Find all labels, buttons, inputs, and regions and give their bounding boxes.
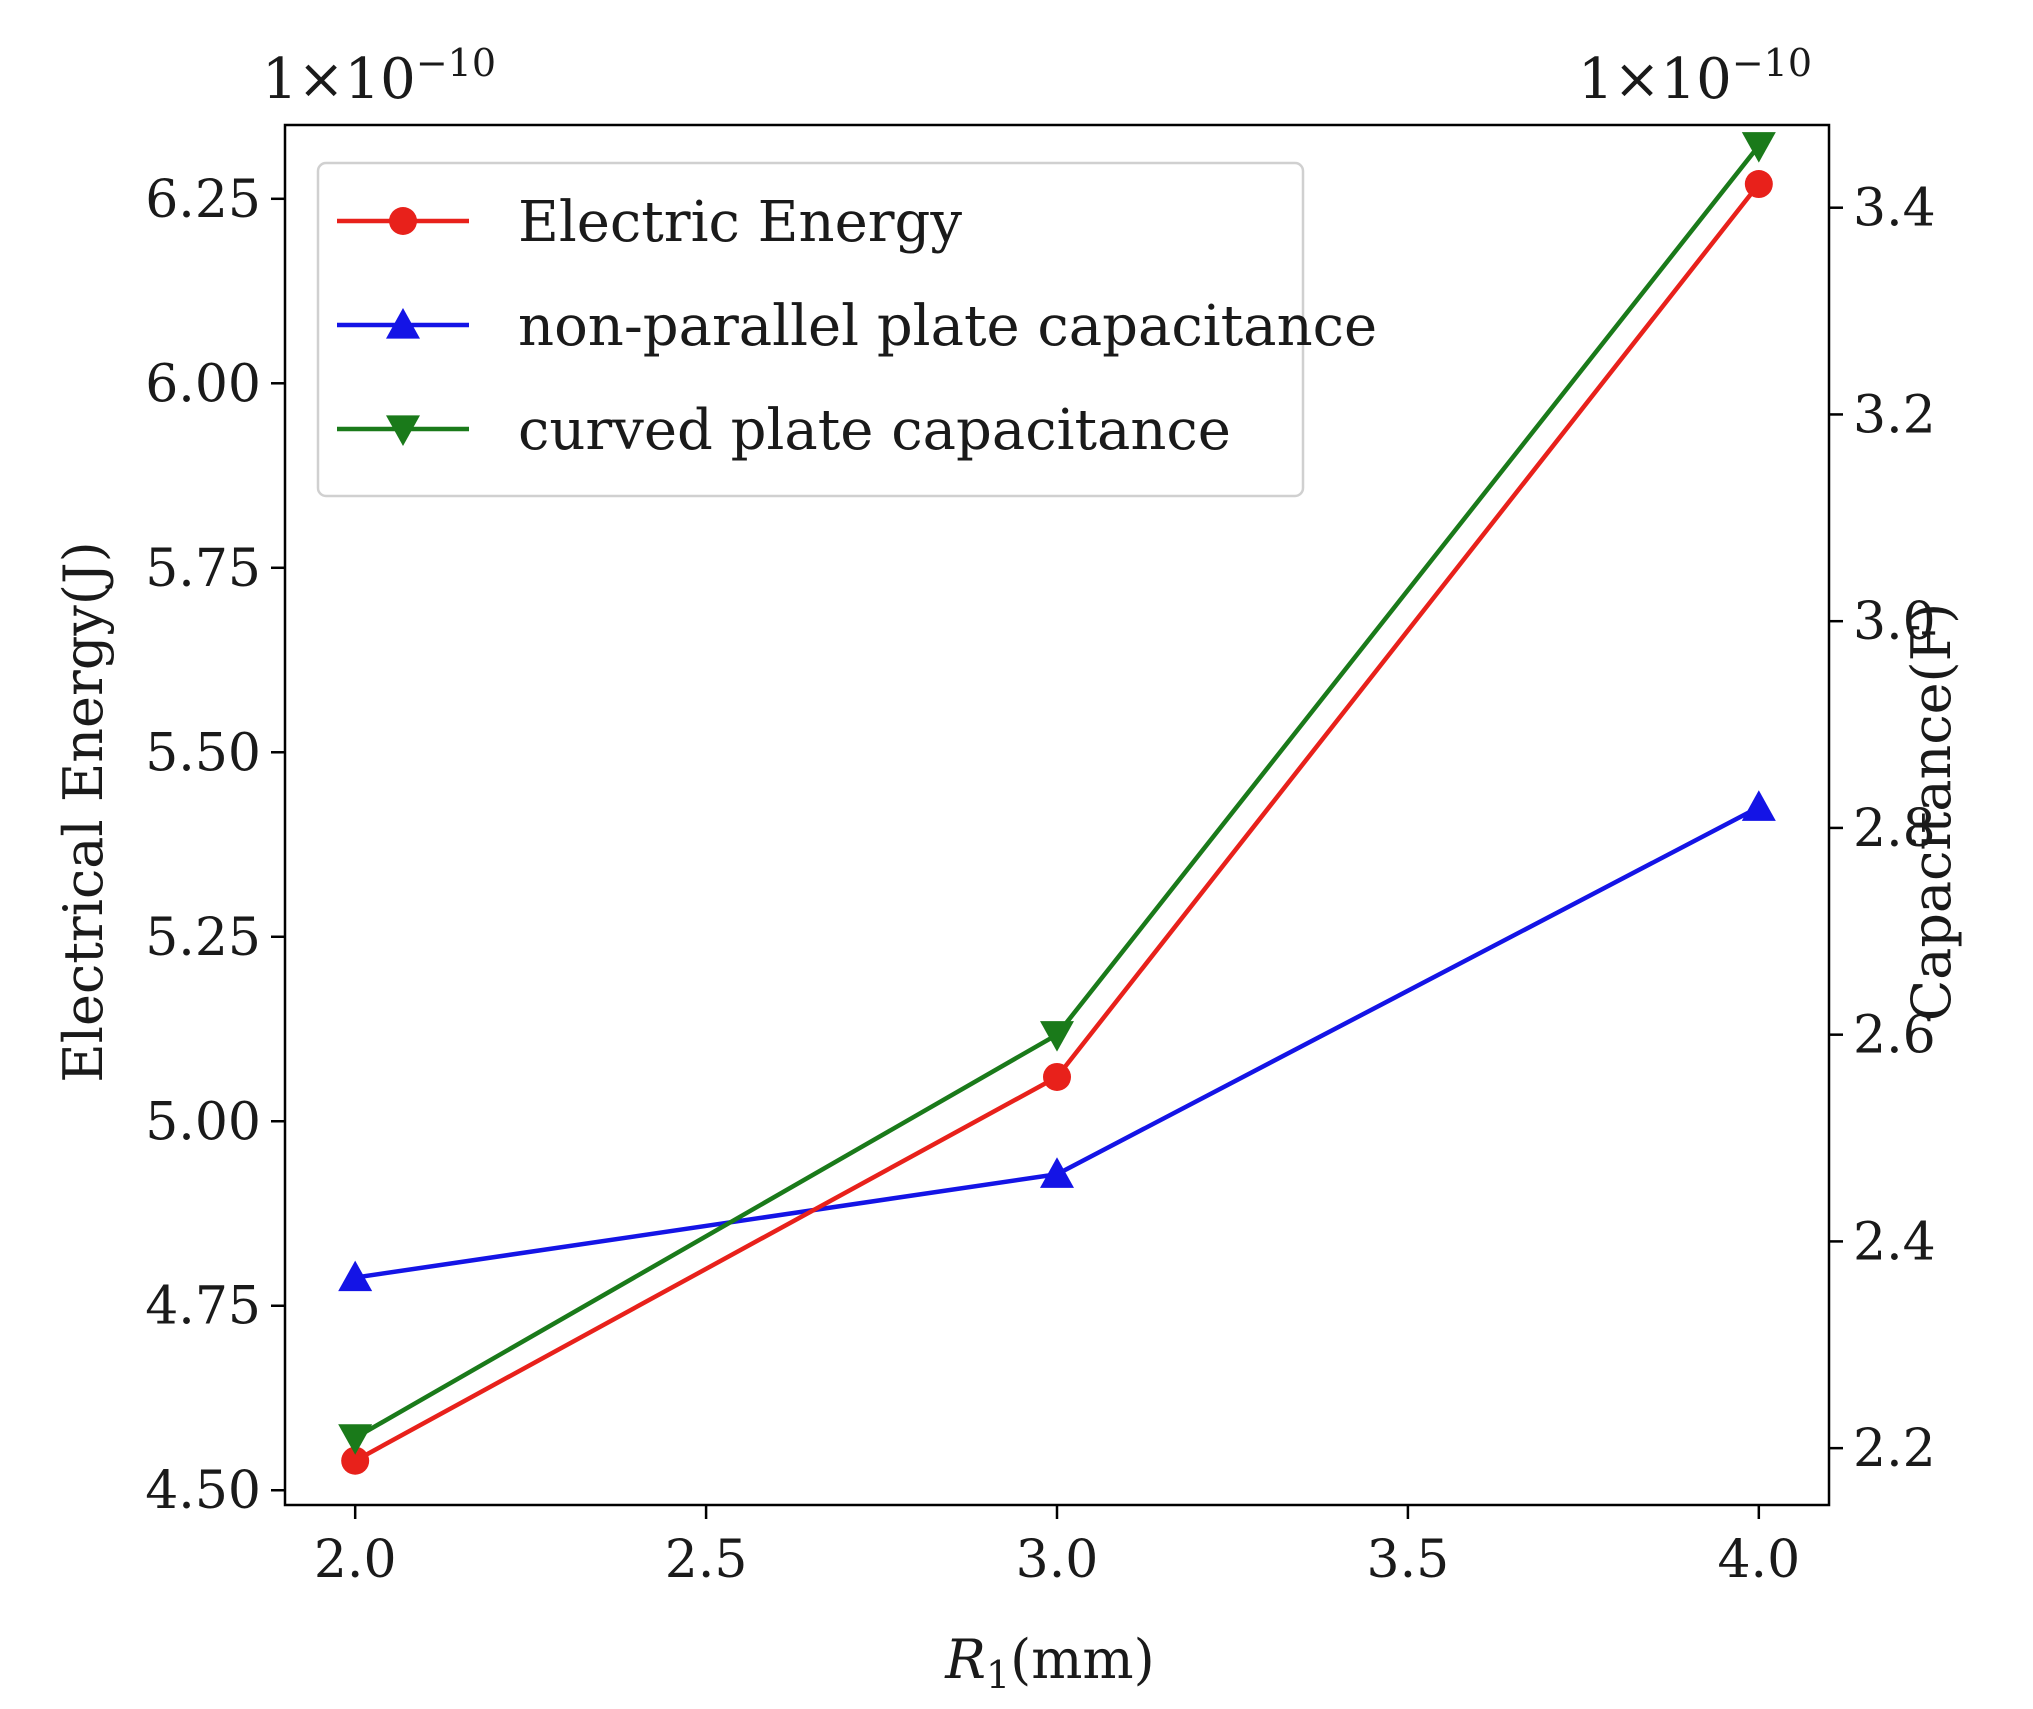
y-left-tick-label: 5.50: [145, 723, 261, 783]
y-right-tick-label: 2.6: [1853, 1006, 1936, 1066]
data-point-non-parallel-plate-capacitance: [1741, 790, 1776, 821]
legend-label-curved-plate-capacitance: curved plate capacitance: [518, 398, 1231, 463]
plot-area: [338, 132, 1776, 1475]
data-point-curved-plate-capacitance: [1040, 1021, 1074, 1052]
legend-marker-electric-energy: [389, 207, 417, 235]
y-axis-right-label: Capacitance(F): [1900, 603, 1963, 1021]
data-point-electric-energy: [1043, 1062, 1071, 1091]
y-left-tick-label: 5.25: [145, 908, 261, 968]
right-multiplier-base: 1×10: [1578, 47, 1732, 112]
plot-frame: [283, 123, 1831, 1507]
x-tick-label: 2.5: [665, 1530, 748, 1590]
x-tick-label: 2.0: [314, 1530, 397, 1590]
axes: 2.0 2.5 3.0 3.5 4.0 4.50 4.75 5.00 5.25 5.50 5.75 6…: [145, 170, 1935, 1590]
y-right-tick-label: 3.2: [1853, 385, 1936, 445]
y-left-tick-label: 4.75: [145, 1277, 261, 1337]
y-right-tick-label: 2.8: [1853, 799, 1936, 859]
legend-label-non-parallel-plate-capacitance: non-parallel plate capacitance: [518, 294, 1377, 359]
y-axis-left-label: Electrical Energy(J): [52, 541, 115, 1082]
y-left-tick-label: 6.00: [145, 354, 261, 414]
y-right-tick-label: 3.4: [1853, 179, 1936, 239]
y-left-tick-label: 5.00: [145, 1092, 261, 1152]
legend: Electric Energy non-parallel plate capaci…: [316, 161, 1377, 498]
data-point-electric-energy: [1744, 170, 1773, 199]
y-left-tick-label: 4.50: [145, 1461, 261, 1521]
data-point-curved-plate-capacitance: [1741, 132, 1776, 163]
data-point-non-parallel-plate-capacitance: [1040, 1157, 1074, 1188]
right-multiplier-exponent: −10: [1732, 41, 1812, 85]
data-point-non-parallel-plate-capacitance: [338, 1260, 373, 1292]
right-axis-multiplier: 1×10−10: [1578, 41, 1812, 112]
y-left-tick-label: 5.75: [145, 539, 261, 599]
x-axis-label-main: R: [944, 1628, 986, 1691]
data-point-curved-plate-capacitance: [338, 1424, 373, 1455]
left-axis-multiplier: 1×10−10: [262, 41, 496, 112]
data-point-electric-energy: [341, 1446, 370, 1475]
y-right-tick-label: 2.4: [1853, 1212, 1936, 1272]
legend-label-electric-energy: Electric Energy: [518, 190, 962, 255]
legend-entries: Electric Energy non-parallel plate capaci…: [337, 190, 1377, 463]
x-tick-label: 3.5: [1367, 1530, 1450, 1590]
left-multiplier-exponent: −10: [416, 41, 496, 85]
x-axis-label: R1(mm): [944, 1628, 1154, 1697]
x-axis-label-unit: (mm): [1010, 1628, 1155, 1691]
x-tick-label: 3.0: [1016, 1530, 1099, 1590]
legend-marker-non-parallel-plate-capacitance: [386, 308, 420, 339]
y-right-tick-label: 3.0: [1853, 592, 1936, 652]
legend-marker-curved-plate-capacitance: [386, 415, 420, 446]
x-tick-label: 4.0: [1717, 1530, 1800, 1590]
left-multiplier-base: 1×10: [262, 47, 416, 112]
x-axis-label-sub: 1: [986, 1653, 1010, 1697]
legend-box: [316, 161, 1305, 498]
y-left-tick-label: 6.25: [145, 170, 261, 230]
y-right-tick-label: 2.2: [1853, 1419, 1936, 1479]
